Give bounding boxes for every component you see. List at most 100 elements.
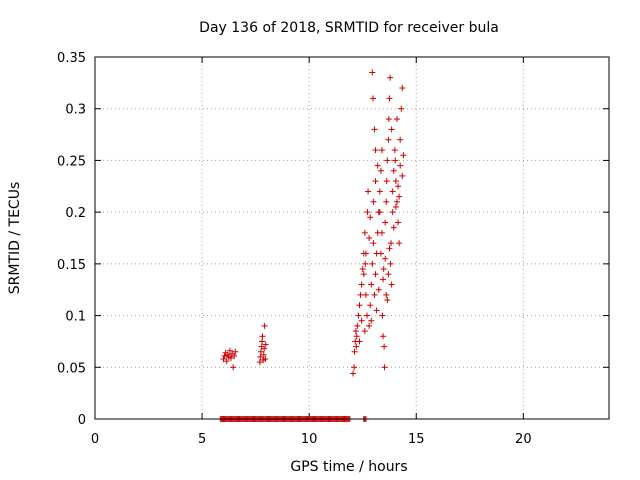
data-point — [353, 333, 360, 340]
data-point — [259, 333, 266, 340]
x-tick-label: 20 — [515, 432, 532, 447]
y-tick-label: 0 — [78, 413, 86, 428]
data-point — [372, 147, 379, 154]
data-point — [259, 338, 266, 345]
y-axis-label: SRMTID / TECUs — [7, 182, 23, 295]
x-tick-label: 5 — [198, 432, 206, 447]
plot-frame — [94, 56, 610, 420]
y-tick-label: 0.05 — [57, 361, 86, 376]
data-point — [382, 219, 389, 226]
data-point — [385, 116, 392, 123]
data-point — [356, 302, 363, 309]
data-point — [362, 291, 369, 298]
data-point — [393, 198, 400, 205]
grid — [95, 57, 609, 419]
data-point — [387, 260, 394, 267]
x-axis-label: GPS time / hours — [290, 459, 407, 475]
data-point — [354, 322, 361, 329]
data-point — [386, 245, 393, 252]
data-point — [378, 229, 385, 236]
data-point — [361, 229, 368, 236]
y-tick-label: 0.2 — [65, 206, 86, 221]
data-point — [395, 183, 402, 190]
data-point — [384, 157, 391, 164]
data-point — [383, 198, 390, 205]
data-point — [392, 157, 399, 164]
data-point — [366, 235, 373, 241]
data-point — [388, 126, 395, 133]
data-point — [262, 356, 269, 363]
data-point — [374, 162, 381, 169]
data-point — [363, 312, 370, 319]
data-point — [221, 352, 228, 359]
data-point — [367, 302, 374, 309]
x-tick-label: 0 — [91, 432, 99, 447]
data-point — [364, 209, 371, 216]
data-point — [392, 178, 399, 185]
data-point — [220, 356, 227, 363]
data-point — [397, 136, 404, 143]
data-point — [382, 255, 389, 262]
data-point — [372, 271, 379, 278]
data-point — [377, 167, 384, 174]
data-point — [368, 281, 375, 288]
data-point — [384, 297, 391, 304]
data-point — [223, 358, 230, 365]
data-point — [399, 172, 406, 179]
data-point — [381, 343, 388, 350]
data-point — [365, 188, 372, 195]
data-point — [377, 250, 384, 257]
data-point — [369, 260, 376, 267]
data-point — [391, 147, 398, 154]
data-point — [371, 126, 378, 133]
data-point — [361, 328, 368, 335]
data-point — [262, 341, 269, 348]
data-point — [369, 95, 376, 102]
data-point — [357, 291, 364, 298]
data-point — [360, 271, 367, 278]
data-point — [367, 214, 374, 221]
y-tick-label: 0.1 — [65, 310, 86, 325]
data-point — [387, 240, 394, 247]
data-point — [370, 198, 377, 205]
data-point — [379, 312, 386, 319]
data-point — [362, 260, 369, 267]
data-point — [261, 322, 268, 329]
data-point — [353, 343, 360, 350]
data-point — [351, 348, 358, 355]
data-point — [393, 116, 400, 123]
data-point — [395, 219, 402, 226]
y-tick-label: 0.35 — [57, 51, 86, 66]
data-point — [369, 69, 376, 76]
data-point — [385, 271, 392, 278]
data-point — [385, 136, 392, 143]
data-point — [362, 250, 369, 257]
data-point — [260, 351, 267, 358]
data-point — [378, 147, 385, 154]
x-tick-label: 10 — [301, 432, 318, 447]
data-point — [386, 95, 393, 102]
data-point — [366, 322, 373, 329]
data-point — [383, 291, 390, 298]
data-point — [358, 281, 365, 288]
data-point — [261, 345, 268, 352]
data-point — [383, 178, 390, 185]
data-point — [376, 188, 383, 195]
data-point — [381, 364, 388, 371]
data-point — [372, 178, 379, 185]
data-point — [380, 333, 387, 340]
data-point — [398, 105, 405, 112]
x-tick-label: 15 — [408, 432, 425, 447]
data-point — [232, 348, 239, 355]
data-point — [356, 338, 363, 345]
y-tick-label: 0.15 — [57, 258, 86, 273]
data-point — [388, 281, 395, 288]
data-point — [226, 347, 233, 354]
data-point — [396, 193, 403, 200]
data-point — [390, 167, 397, 174]
data-point — [231, 352, 238, 359]
data-point — [380, 276, 387, 283]
data-point — [376, 209, 383, 216]
data-point — [392, 203, 399, 210]
